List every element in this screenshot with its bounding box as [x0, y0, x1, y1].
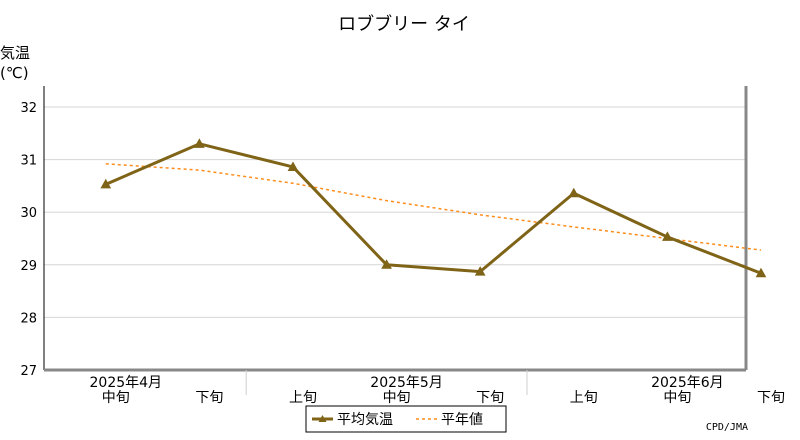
average-data-point [100, 178, 112, 189]
x-tick-label: 中旬 [102, 390, 130, 406]
y-tick-label: 29 [20, 259, 37, 274]
y-tick-label: 28 [20, 311, 37, 326]
month-label: 2025年5月 [370, 375, 443, 391]
x-tick-label: 上旬 [289, 390, 317, 406]
grid-lines [44, 106, 746, 318]
y-tick-labels: 27 28 29 30 31 32 [20, 101, 37, 379]
x-tick-label: 下旬 [757, 390, 785, 406]
y-tick-label: 32 [20, 101, 37, 116]
average-series-line [105, 142, 762, 275]
x-tick-label: 上旬 [570, 390, 598, 406]
series-layer [100, 138, 767, 278]
x-tick-label: 中旬 [663, 390, 691, 406]
average-data-point [194, 138, 205, 148]
plot-frame [43, 86, 748, 372]
month-label: 2025年6月 [651, 375, 724, 391]
average-data-point [755, 267, 767, 278]
legend-box [305, 405, 507, 433]
legend-average-label: 平均気温 [337, 412, 393, 428]
x-axis: 中旬 下旬 上旬 中旬 下旬 上旬 中旬 下旬 2025年4月 2025年5月 2025年6月 [90, 370, 785, 406]
average-data-point [474, 266, 486, 276]
y-axis-title: 気温 [0, 44, 30, 62]
month-label: 2025年4月 [90, 375, 163, 391]
average-data-point [568, 187, 580, 198]
x-tick-label: 下旬 [476, 390, 504, 406]
credit-text: CPD/JMA [706, 422, 748, 433]
legend: 平均気温 平年値 [305, 405, 507, 433]
y-tick-label: 27 [20, 364, 37, 379]
normal-series-line [105, 163, 762, 251]
average-data-point [662, 231, 673, 241]
average-data-point [381, 259, 392, 269]
y-tick-label: 30 [20, 206, 37, 221]
average-data-point [287, 161, 299, 171]
legend-normal-label: 平年値 [441, 412, 483, 428]
legend-average-marker [318, 415, 327, 422]
x-tick-label: 下旬 [195, 390, 223, 406]
chart-title: ロブブリー タイ [338, 13, 470, 35]
y-axis-unit: (℃) [0, 64, 29, 82]
x-tick-label: 中旬 [383, 390, 411, 406]
y-tick-label: 31 [20, 154, 37, 169]
